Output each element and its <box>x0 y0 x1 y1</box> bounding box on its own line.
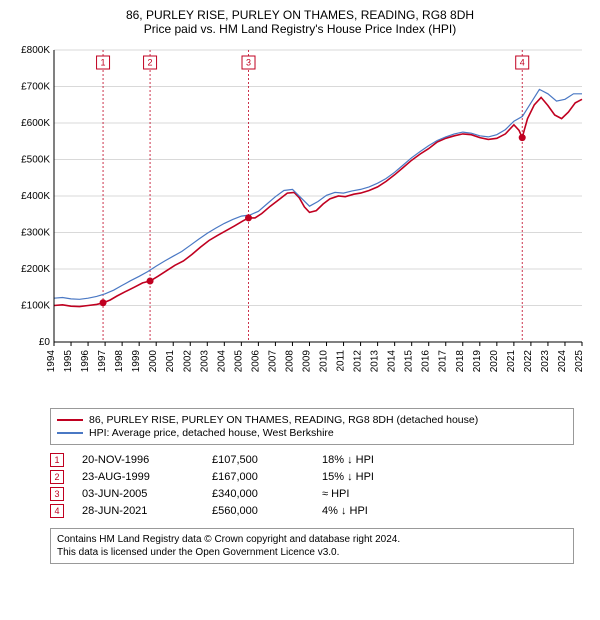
footnote-line1: Contains HM Land Registry data © Crown c… <box>57 533 567 546</box>
svg-text:2: 2 <box>148 57 153 67</box>
svg-text:2011: 2011 <box>336 350 347 372</box>
footnote-box: Contains HM Land Registry data © Crown c… <box>50 528 574 564</box>
transactions-table: 1 20-NOV-1996£107,50018% ↓ HPI 2 23-AUG-199… <box>50 453 574 518</box>
svg-text:2020: 2020 <box>489 350 500 373</box>
svg-text:2000: 2000 <box>148 350 159 373</box>
svg-text:2022: 2022 <box>523 350 534 373</box>
svg-text:£700K: £700K <box>21 82 50 93</box>
transaction-marker: 3 <box>50 487 64 501</box>
transaction-date: 28-JUN-2021 <box>82 505 212 517</box>
transaction-date: 23-AUG-1999 <box>82 471 212 483</box>
transaction-row: 1 20-NOV-1996£107,50018% ↓ HPI <box>50 453 574 467</box>
transaction-delta: ≈ HPI <box>322 488 442 500</box>
svg-text:2014: 2014 <box>387 350 398 373</box>
legend-label: HPI: Average price, detached house, West… <box>89 427 334 439</box>
transaction-delta: 18% ↓ HPI <box>322 454 442 466</box>
svg-text:1999: 1999 <box>131 350 142 373</box>
transaction-price: £167,000 <box>212 471 322 483</box>
transaction-row: 3 03-JUN-2005£340,000≈ HPI <box>50 487 574 501</box>
legend-swatch <box>57 432 83 434</box>
price-chart: £0 £100K £200K £300K £400K £500K £600K £700K £80… <box>10 42 590 402</box>
svg-text:2024: 2024 <box>557 350 568 373</box>
svg-text:1995: 1995 <box>63 350 74 373</box>
transaction-price: £107,500 <box>212 454 322 466</box>
svg-text:£300K: £300K <box>21 228 50 239</box>
svg-text:2021: 2021 <box>506 350 517 373</box>
svg-text:2023: 2023 <box>540 350 551 373</box>
chart-svg: £0 £100K £200K £300K £400K £500K £600K £700K £80… <box>10 42 590 402</box>
svg-text:4: 4 <box>520 57 525 67</box>
footnote-line2: This data is licensed under the Open Gov… <box>57 546 567 559</box>
svg-text:1998: 1998 <box>114 350 125 373</box>
svg-text:2004: 2004 <box>216 350 227 373</box>
legend-label: 86, PURLEY RISE, PURLEY ON THAMES, READI… <box>89 414 478 426</box>
svg-text:1: 1 <box>101 57 106 67</box>
transaction-marker: 2 <box>50 470 64 484</box>
legend-item: 86, PURLEY RISE, PURLEY ON THAMES, READI… <box>57 414 567 426</box>
svg-text:2002: 2002 <box>182 350 193 373</box>
svg-text:1994: 1994 <box>46 350 57 373</box>
title-address: 86, PURLEY RISE, PURLEY ON THAMES, READI… <box>10 8 590 22</box>
svg-text:2012: 2012 <box>353 350 364 373</box>
svg-text:2005: 2005 <box>233 350 244 373</box>
svg-text:2019: 2019 <box>472 350 483 373</box>
svg-text:2017: 2017 <box>438 350 449 373</box>
svg-text:£200K: £200K <box>21 264 50 275</box>
transaction-row: 2 23-AUG-1999£167,00015% ↓ HPI <box>50 470 574 484</box>
transaction-date: 03-JUN-2005 <box>82 488 212 500</box>
transaction-marker: 1 <box>50 453 64 467</box>
svg-text:£0: £0 <box>39 337 51 348</box>
svg-text:2015: 2015 <box>404 350 415 373</box>
svg-text:2010: 2010 <box>319 350 330 373</box>
svg-text:2013: 2013 <box>370 350 381 373</box>
svg-text:2025: 2025 <box>574 350 585 373</box>
svg-text:2006: 2006 <box>250 350 261 373</box>
transaction-price: £340,000 <box>212 488 322 500</box>
svg-text:1996: 1996 <box>80 350 91 373</box>
transaction-marker: 4 <box>50 504 64 518</box>
svg-text:£100K: £100K <box>21 301 50 312</box>
svg-text:£800K: £800K <box>21 45 50 56</box>
svg-text:2001: 2001 <box>165 350 176 373</box>
svg-text:£500K: £500K <box>21 155 50 166</box>
svg-text:2003: 2003 <box>199 350 210 373</box>
svg-text:2008: 2008 <box>284 350 295 373</box>
transaction-delta: 4% ↓ HPI <box>322 505 442 517</box>
svg-text:£400K: £400K <box>21 191 50 202</box>
svg-text:2016: 2016 <box>421 350 432 373</box>
transaction-row: 4 28-JUN-2021£560,0004% ↓ HPI <box>50 504 574 518</box>
svg-text:2018: 2018 <box>455 350 466 373</box>
transaction-price: £560,000 <box>212 505 322 517</box>
transaction-date: 20-NOV-1996 <box>82 454 212 466</box>
svg-text:1997: 1997 <box>97 350 108 373</box>
title-subtitle: Price paid vs. HM Land Registry's House … <box>10 22 590 36</box>
legend-item: HPI: Average price, detached house, West… <box>57 427 567 439</box>
transaction-delta: 15% ↓ HPI <box>322 471 442 483</box>
svg-text:3: 3 <box>246 57 251 67</box>
legend-box: 86, PURLEY RISE, PURLEY ON THAMES, READI… <box>50 408 574 445</box>
svg-text:£600K: £600K <box>21 118 50 129</box>
legend-swatch <box>57 419 83 421</box>
svg-text:2009: 2009 <box>301 350 312 373</box>
svg-text:2007: 2007 <box>267 350 278 373</box>
